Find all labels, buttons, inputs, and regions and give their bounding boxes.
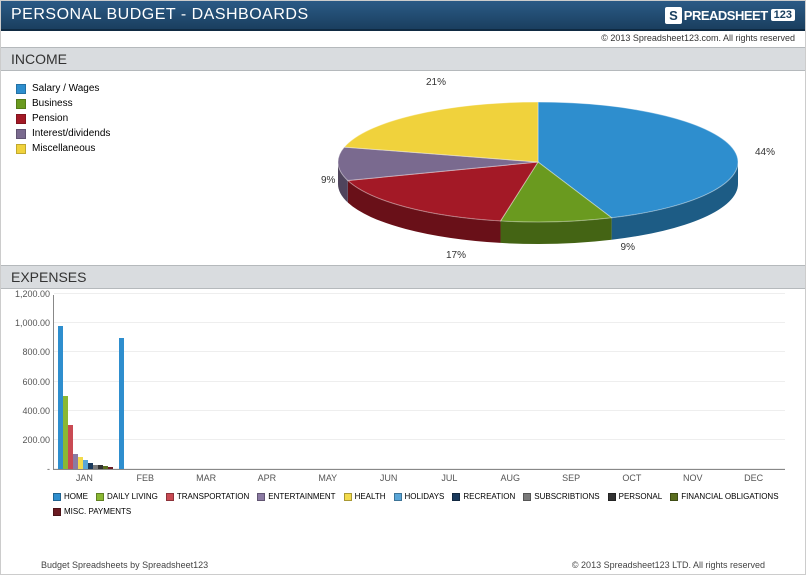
exp-legend-item: FINANCIAL OBLIGATIONS	[670, 492, 778, 501]
income-heading: INCOME	[1, 47, 805, 71]
footer-right: © 2013 Spreadsheet123 LTD. All rights re…	[572, 560, 765, 570]
x-tick: NOV	[683, 473, 703, 483]
copyright-top: © 2013 Spreadsheet123.com. All rights re…	[1, 31, 805, 43]
x-tick: SEP	[562, 473, 580, 483]
legend-item: Business	[16, 98, 166, 109]
x-tick: MAY	[318, 473, 337, 483]
y-tick: -	[8, 464, 50, 474]
income-area: Salary / Wages Business Pension Interest/di…	[1, 71, 805, 261]
brand-s: S	[665, 7, 682, 24]
exp-legend-item: HOME	[53, 492, 88, 501]
y-tick: 600.00	[8, 377, 50, 387]
y-tick: 1,000.00	[8, 318, 50, 328]
x-tick: MAR	[196, 473, 216, 483]
expenses-heading: EXPENSES	[1, 265, 805, 289]
title-bar: PERSONAL BUDGET - DASHBOARDS S PREADSHEE…	[1, 1, 805, 31]
exp-legend-item: DAILY LIVING	[96, 492, 158, 501]
exp-legend-item: PERSONAL	[608, 492, 663, 501]
y-tick: 800.00	[8, 347, 50, 357]
brand-text: PREADSHEET	[684, 8, 768, 23]
x-tick: OCT	[622, 473, 641, 483]
legend-item: Interest/dividends	[16, 128, 166, 139]
footer: Budget Spreadsheets by Spreadsheet123 © …	[1, 560, 805, 570]
y-tick: 1,200.00	[8, 289, 50, 299]
x-tick: JAN	[76, 473, 93, 483]
exp-legend-item: MISC. PAYMENTS	[53, 507, 131, 516]
exp-legend-item: ENTERTAINMENT	[257, 492, 335, 501]
exp-legend-item: SUBSCRIBTIONS	[523, 492, 599, 501]
exp-legend-item: RECREATION	[452, 492, 515, 501]
exp-legend-item: TRANSPORTATION	[166, 492, 249, 501]
x-tick: DEC	[744, 473, 763, 483]
pie-label-44: 44%	[755, 147, 775, 158]
pie-label-21: 21%	[426, 77, 446, 88]
y-tick: 200.00	[8, 435, 50, 445]
bar	[108, 467, 113, 469]
pie-label-17: 17%	[446, 250, 466, 261]
x-tick: AUG	[500, 473, 520, 483]
expenses-area: - 200.00 400.00 600.00 800.00 1,000.00 1,200.0…	[1, 289, 805, 529]
pie-label-9: 9%	[321, 175, 335, 186]
pie-label-9b: 9%	[621, 242, 635, 253]
pie-chart: 44% 9% 17% 9% 21%	[166, 77, 790, 261]
footer-left: Budget Spreadsheets by Spreadsheet123	[41, 560, 208, 570]
brand-num: 123	[771, 9, 795, 21]
x-tick: JUN	[380, 473, 398, 483]
legend-item: Pension	[16, 113, 166, 124]
exp-legend-item: HEALTH	[344, 492, 386, 501]
brand-logo: S PREADSHEET 123	[665, 7, 795, 24]
x-tick: FEB	[136, 473, 154, 483]
x-tick: APR	[258, 473, 277, 483]
y-tick: 400.00	[8, 406, 50, 416]
legend-item: Miscellaneous	[16, 143, 166, 154]
exp-legend-item: HOLIDAYS	[394, 492, 445, 501]
income-legend: Salary / Wages Business Pension Interest/di…	[16, 77, 166, 261]
page-title: PERSONAL BUDGET - DASHBOARDS	[11, 6, 309, 24]
x-tick: JUL	[441, 473, 457, 483]
bar-chart: -200.00400.00600.00800.001,000.001,200.0…	[53, 295, 785, 470]
legend-item: Salary / Wages	[16, 83, 166, 94]
expenses-legend: HOME DAILY LIVING TRANSPORTATION ENTERTAINM…	[11, 470, 795, 516]
bar	[119, 338, 124, 469]
